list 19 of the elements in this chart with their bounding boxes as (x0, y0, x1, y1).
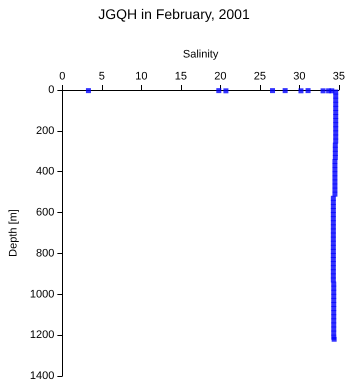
y-tick-label: 1000 (30, 288, 54, 300)
x-tick-label: 5 (98, 70, 105, 82)
x-tick-label: 25 (254, 70, 266, 82)
x-tick-label: 20 (214, 70, 226, 82)
y-tick-label: 0 (48, 84, 54, 96)
x-tick-label: 30 (293, 70, 306, 82)
chart-title: JGQH in February, 2001 (98, 6, 250, 22)
y-tick-label: 400 (36, 166, 54, 178)
x-axis-title: Salinity (182, 48, 219, 60)
y-tick-label: 800 (36, 247, 54, 260)
y-tick-label: 600 (36, 206, 54, 219)
y-tick-label: 1400 (30, 370, 54, 382)
x-tick-label: 15 (174, 70, 187, 82)
y-axis-title: Depth [m] (8, 209, 20, 257)
x-tick-label: 10 (135, 70, 148, 82)
x-tick-label: 35 (332, 70, 346, 82)
y-tick-label: 1200 (30, 329, 54, 342)
y-tick-label: 200 (36, 124, 54, 137)
x-tick-label: 0 (59, 70, 66, 82)
